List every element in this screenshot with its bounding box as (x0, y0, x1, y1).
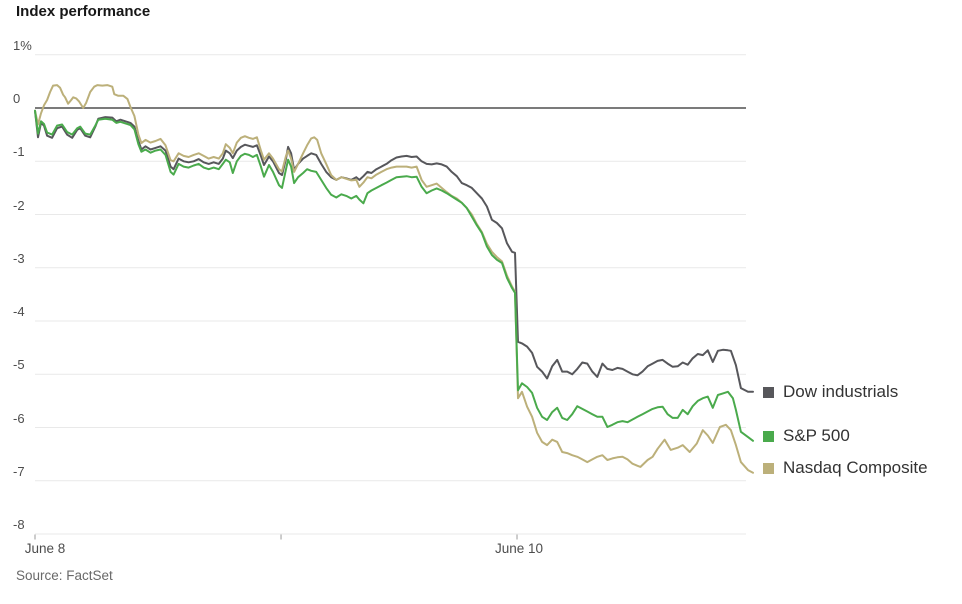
series-line-nasdaq (34, 84, 754, 474)
series-line-sp500 (34, 109, 754, 442)
chart-title: Index performance (16, 3, 151, 20)
series-line-dow (34, 109, 754, 393)
source-note: Source: FactSet (16, 568, 113, 583)
